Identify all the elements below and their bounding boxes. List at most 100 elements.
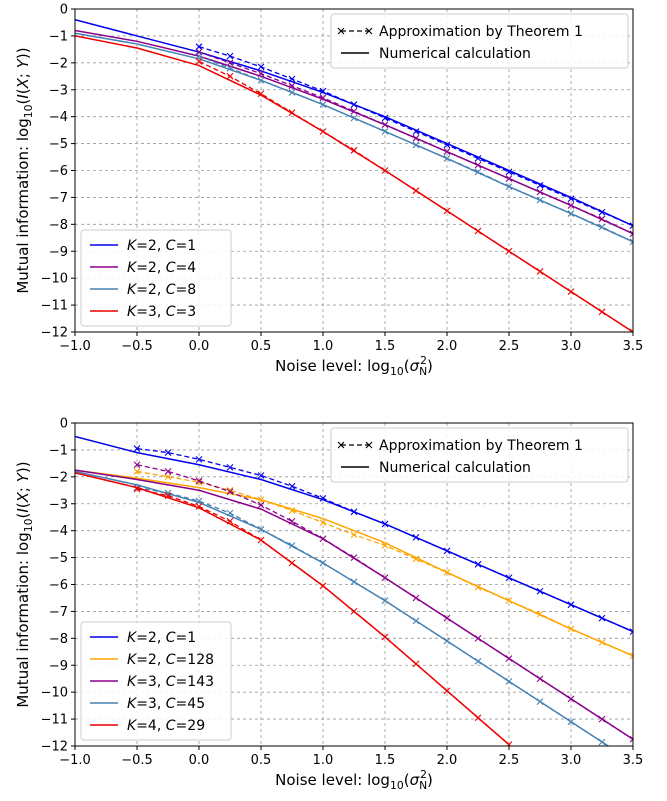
y-tick-label: −11 [41,713,68,728]
y-tick-label: 0 [60,417,68,432]
x-tick-label: 2.5 [499,753,520,768]
approx-marker [443,637,451,645]
series-legend-label: K=4, C=29 [127,718,205,734]
x-tick-label: 1.0 [313,339,334,354]
approx-marker [226,488,234,496]
approx-marker [350,146,358,154]
approx-marker [226,72,234,80]
approx-marker [288,89,296,96]
approx-marker [350,554,358,561]
approx-marker [164,489,172,497]
approx-marker [629,735,633,743]
approx-marker [598,215,606,223]
approx-marker [350,531,358,539]
series-legend-label: K=2, C=128 [127,652,214,668]
approx-marker [505,175,513,182]
x-tick-label: 1.5 [375,753,396,768]
approx-marker [598,738,606,746]
approx-marker [226,509,234,517]
series-legend-label: K=2, C=1 [127,630,196,646]
y-tick-label: −3 [49,497,68,512]
approx-marker [567,202,575,209]
chart-panel-1: −1.0 −0.5 0.0 0.5 1.0 1.5 2.0 2.5 3.0 3.5 0 −1 −2 −3 −… [14,3,643,379]
approx-marker [567,625,575,633]
approx-marker [350,114,358,122]
series-legend-label: K=3, C=45 [127,696,205,712]
legend-x-marker [337,27,345,35]
axes-frame [74,8,634,333]
approx-marker [536,698,544,705]
approx-marker [629,230,633,238]
y-tick-label: −12 [41,740,68,755]
approx-marker [133,461,141,469]
approx-marker [288,542,296,549]
y-tick-label: −4 [49,110,68,125]
approx-marker [288,109,296,117]
y-tick-label: −2 [49,56,68,71]
approx-marker [629,328,633,332]
y-tick-label: −7 [49,605,68,620]
approx-marker [381,121,389,129]
approx-marker [381,597,389,605]
approx-marker [257,536,265,544]
approx-marker [412,141,420,149]
approx-marker [350,101,358,108]
approx-marker [195,58,203,65]
approx-marker [412,555,420,563]
legend-label: Numerical calculation [379,46,531,62]
approx-marker [598,614,606,622]
x-tick-label: 2.0 [437,339,458,354]
approx-marker [381,167,389,174]
approx-marker [474,657,482,665]
approx-marker [598,715,606,723]
y-tick-label: −7 [49,191,68,206]
approx-marker [164,492,172,500]
approx-marker [536,268,544,275]
approx-marker [288,507,296,514]
series-legend [80,621,232,741]
y-tick-label: −4 [49,524,68,539]
approx-marker [133,445,141,452]
approx-marker [164,449,172,456]
legend-label: Numerical calculation [379,460,531,476]
x-tick-label: 0.0 [189,339,210,354]
approx-marker [350,508,358,516]
y-axis-label: Mutual information: log10(I(X; Y)) [14,47,35,293]
approx-marker [226,59,234,67]
approx-marker [381,520,389,528]
approx-marker [195,43,203,51]
approx-marker [381,633,389,641]
approx-marker [412,534,420,541]
approx-marker [598,223,606,231]
approx-marker [319,519,327,526]
approx-marker [195,503,203,510]
approx-marker [381,574,389,582]
y-tick-label: −9 [49,245,68,260]
y-tick-label: −11 [41,299,68,314]
approx-marker [474,161,482,169]
y-tick-label: −2 [49,470,68,485]
approx-marker [381,128,389,135]
approx-marker [629,652,633,660]
approx-marker [505,247,513,255]
chart-panel-2: −1.0 −0.5 0.0 0.5 1.0 1.5 2.0 2.5 3.0 3.5 0 −1 −2 −3 −… [14,417,643,793]
approx-marker [567,718,575,726]
series-legend [80,229,232,327]
approx-marker [288,559,296,567]
approx-marker [412,187,420,195]
approx-marker [505,678,513,685]
approx-marker [257,76,265,84]
approx-marker [195,478,203,486]
x-tick-label: 3.0 [561,339,582,354]
approx-marker [412,128,420,135]
approx-marker [567,601,575,609]
approx-marker [412,594,420,602]
approx-marker [443,207,451,215]
approx-marker [443,148,451,156]
approx-marker [412,134,420,142]
approx-marker [536,610,544,618]
x-tick-label: −0.5 [121,339,153,354]
approx-marker [319,94,327,102]
approx-marker [505,168,513,176]
